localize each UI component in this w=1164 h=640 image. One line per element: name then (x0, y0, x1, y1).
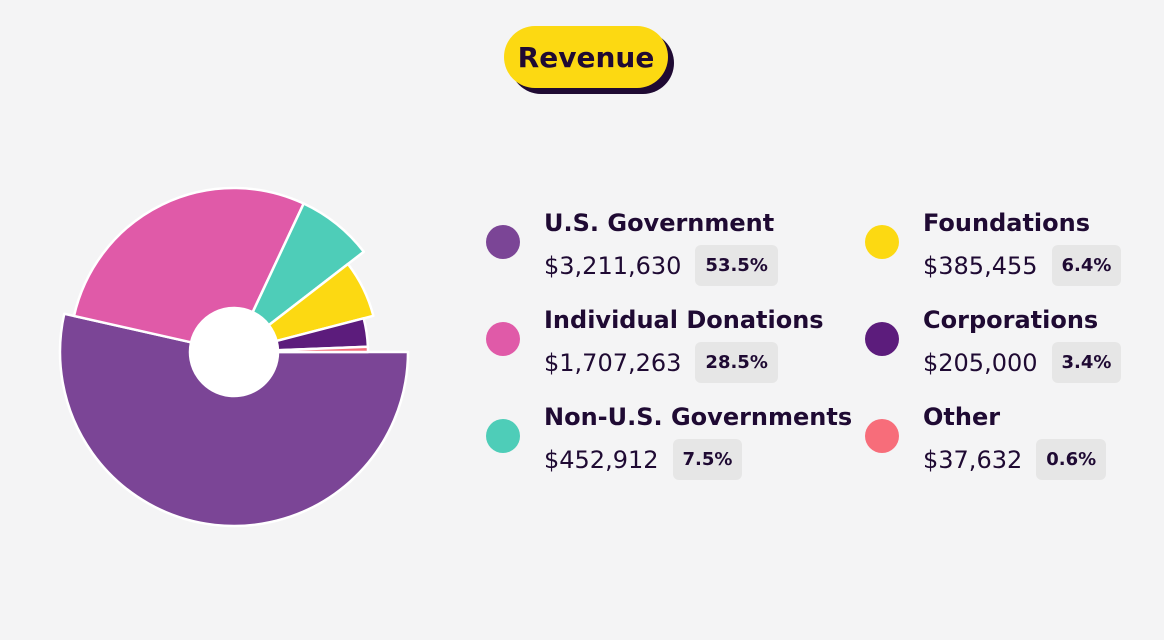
legend-amount: $37,632 (923, 445, 1023, 474)
legend-swatch (486, 322, 520, 356)
legend-amount: $3,211,630 (544, 251, 682, 280)
legend-percent-badge: 53.5% (695, 245, 778, 286)
legend-percent-badge: 0.6% (1036, 439, 1107, 480)
legend-values: $205,000 3.4% (923, 342, 1122, 383)
legend-percent-badge: 3.4% (1051, 342, 1122, 383)
legend-values: $1,707,263 28.5% (544, 342, 778, 383)
pie-chart (40, 158, 428, 546)
legend-label: U.S. Government (544, 209, 775, 237)
legend-swatch (486, 419, 520, 453)
legend-swatch (486, 225, 520, 259)
chart-title: Revenue (504, 26, 668, 88)
pie-slice-u-s-government (58, 312, 410, 528)
pie-chart-svg (58, 186, 410, 528)
legend-amount: $1,707,263 (544, 348, 682, 377)
title-badge: Revenue (504, 26, 674, 94)
pie-slice-individual-donations (72, 186, 305, 344)
pie-slice-non-u-s-governments (251, 202, 366, 327)
legend-amount: $385,455 (923, 251, 1038, 280)
pie-slice-other (276, 345, 370, 354)
legend-values: $452,912 7.5% (544, 439, 743, 480)
legend-label: Non-U.S. Governments (544, 403, 853, 431)
legend-swatch (865, 419, 899, 453)
legend-values: $3,211,630 53.5% (544, 245, 778, 286)
legend-percent-badge: 6.4% (1051, 245, 1122, 286)
legend-label: Foundations (923, 209, 1091, 237)
legend-amount: $452,912 (544, 445, 659, 474)
legend-label: Individual Donations (544, 306, 824, 334)
legend-label: Other (923, 403, 1001, 431)
legend-values: $37,632 0.6% (923, 439, 1107, 480)
legend-swatch (865, 322, 899, 356)
legend-percent-badge: 7.5% (672, 439, 743, 480)
legend-amount: $205,000 (923, 348, 1038, 377)
legend-percent-badge: 28.5% (695, 342, 778, 383)
pie-center-hole (191, 309, 277, 395)
legend-swatch (865, 225, 899, 259)
legend-values: $385,455 6.4% (923, 245, 1122, 286)
legend-label: Corporations (923, 306, 1099, 334)
